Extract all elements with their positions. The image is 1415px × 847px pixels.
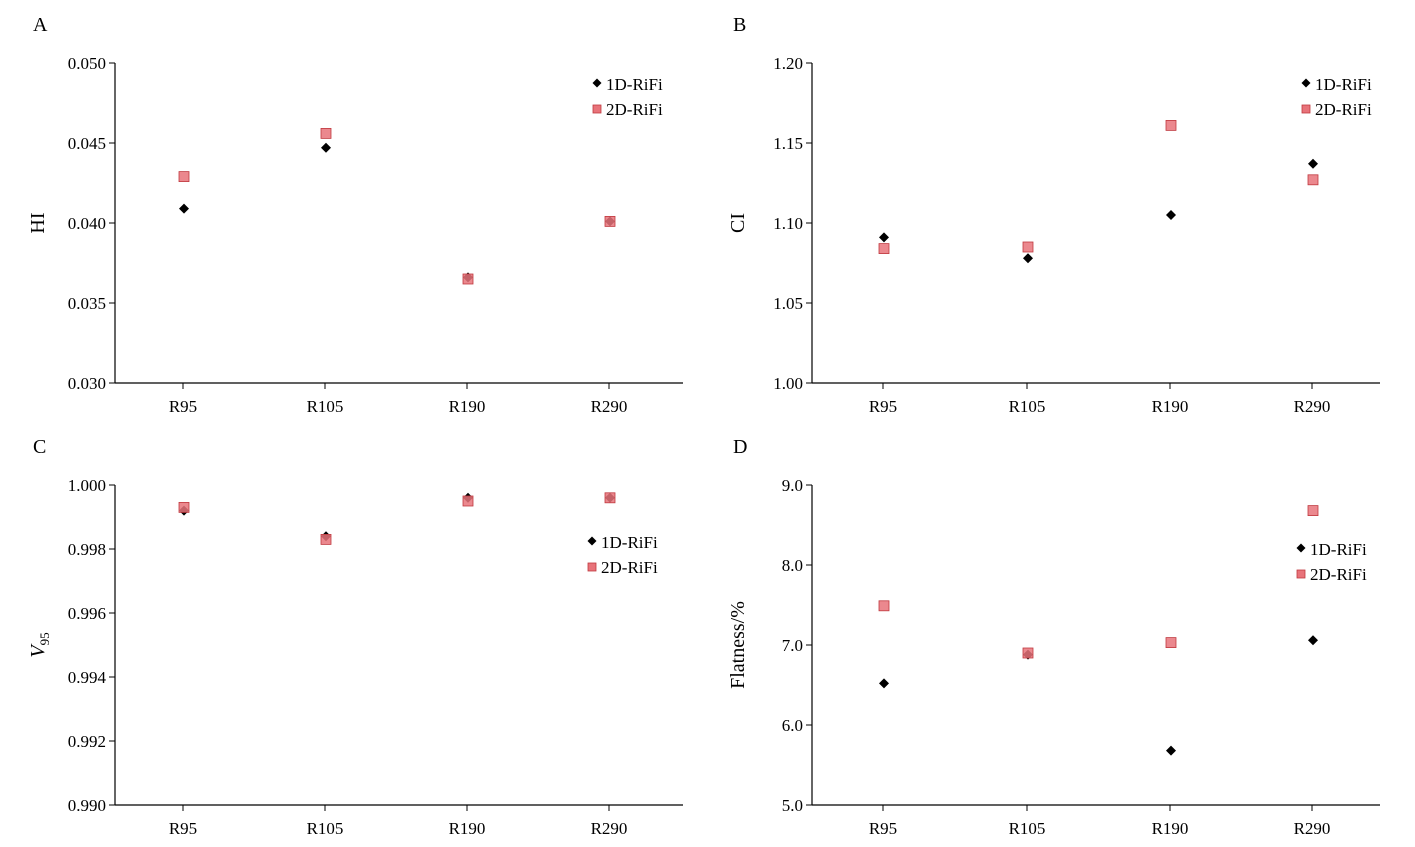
y-tick-label: 0.992 — [68, 732, 106, 751]
legend-label: 1D-RiFi — [601, 533, 658, 552]
legend-label: 2D-RiFi — [1310, 565, 1367, 584]
legend: 1D-RiFi 2D-RiFi — [1301, 75, 1372, 119]
y-tick-label: 1.00 — [773, 374, 803, 393]
panel-B: B 1.00 1.05 1.10 1.15 1.20 R95 R105 R190 R290 CI 1D… — [727, 14, 1380, 416]
y-tick-label: 9.0 — [782, 476, 803, 495]
marker-1D-RiFi-R105 — [1023, 253, 1033, 264]
panel-label: A — [33, 14, 48, 36]
x-tick-label: R95 — [169, 819, 197, 838]
y-tick-label: 0.045 — [68, 134, 106, 153]
marker-2D-RiFi-R190 — [1165, 120, 1177, 131]
x-tick-label: R105 — [307, 819, 344, 838]
marker-2D-RiFi-R190 — [1165, 637, 1177, 648]
marker-2D-RiFi-R190 — [462, 273, 474, 285]
legend: 1D-RiFi 2D-RiFi — [1296, 540, 1367, 584]
y-axis-label: Flatness/% — [727, 601, 749, 689]
marker-1D-RiFi-R95 — [879, 232, 889, 243]
legend-marker — [1301, 78, 1311, 88]
x-tick-label: R290 — [591, 397, 628, 416]
marker-2D-RiFi-R95 — [878, 243, 890, 255]
legend-marker — [1296, 543, 1306, 553]
legend-label: 2D-RiFi — [601, 558, 658, 577]
marker-2D-RiFi-R190 — [462, 495, 474, 507]
y-tick-label: 0.998 — [68, 540, 106, 559]
marker-1D-RiFi-R190 — [1166, 210, 1176, 220]
y-tick-label: 0.035 — [68, 294, 106, 313]
x-tick-label: R105 — [1009, 819, 1046, 838]
x-tick-label: R105 — [307, 397, 344, 416]
legend-marker — [587, 562, 597, 572]
panel-A: A 0.030 0.035 0.040 0.045 0.050 R95 R105 R190 R29… — [27, 14, 683, 416]
marker-1D-RiFi-R95 — [879, 678, 889, 689]
marker-1D-RiFi-R105 — [321, 142, 331, 153]
x-tick-label: R190 — [449, 819, 486, 838]
y-tick-label: 1.05 — [773, 294, 803, 313]
legend-marker — [592, 78, 602, 88]
y-tick-label: 1.000 — [68, 476, 106, 495]
legend-marker — [1301, 104, 1311, 114]
legend-label: 2D-RiFi — [606, 100, 663, 119]
x-tick-label: R290 — [591, 819, 628, 838]
marker-1D-RiFi-R190 — [1166, 745, 1176, 756]
panel-label: B — [733, 14, 746, 36]
x-tick-label: R105 — [1009, 397, 1046, 416]
y-tick-label: 1.10 — [773, 214, 803, 233]
x-tick-label: R290 — [1294, 819, 1331, 838]
marker-2D-RiFi-R105 — [1022, 647, 1034, 659]
y-axis-label: V95 — [27, 632, 52, 657]
marker-2D-RiFi-R95 — [178, 501, 190, 513]
legend-label: 1D-RiFi — [606, 75, 663, 94]
panel-C: C 0.990 0.992 0.994 0.996 0.998 1.000 R95 R105 R1… — [27, 436, 683, 838]
y-tick-label: 0.996 — [68, 604, 106, 623]
marker-2D-RiFi-R105 — [1022, 241, 1034, 253]
marker-2D-RiFi-R290 — [1307, 174, 1319, 186]
y-tick-label: 0.030 — [68, 374, 106, 393]
y-tick-label: 0.994 — [68, 668, 107, 687]
x-tick-label: R190 — [1152, 819, 1189, 838]
x-tick-label: R95 — [169, 397, 197, 416]
marker-1D-RiFi-R290 — [1308, 158, 1318, 169]
y-tick-label: 6.0 — [782, 716, 803, 735]
y-tick-label: 0.040 — [68, 214, 106, 233]
panel-label: C — [33, 436, 46, 458]
y-tick-label: 1.15 — [773, 134, 803, 153]
legend-marker — [587, 536, 597, 546]
y-axis-label: HI — [27, 212, 49, 233]
y-tick-label: 0.990 — [68, 796, 106, 815]
x-tick-label: R190 — [449, 397, 486, 416]
marker-1D-RiFi-R95 — [179, 203, 189, 214]
y-tick-label: 7.0 — [782, 636, 803, 655]
legend: 1D-RiFi 2D-RiFi — [587, 533, 658, 577]
y-tick-label: 5.0 — [782, 796, 803, 815]
legend-label: 2D-RiFi — [1315, 100, 1372, 119]
legend-marker — [1296, 569, 1306, 579]
marker-1D-RiFi-R290 — [1308, 635, 1318, 646]
x-tick-label: R190 — [1152, 397, 1189, 416]
marker-2D-RiFi-R290 — [604, 492, 616, 504]
marker-2D-RiFi-R290 — [604, 215, 616, 227]
y-tick-label: 1.20 — [773, 54, 803, 73]
marker-2D-RiFi-R105 — [320, 534, 332, 545]
x-tick-label: R95 — [869, 819, 897, 838]
legend-marker — [592, 104, 602, 114]
legend-label: 1D-RiFi — [1315, 75, 1372, 94]
x-tick-label: R290 — [1294, 397, 1331, 416]
marker-2D-RiFi-R95 — [878, 600, 890, 612]
panel-D: D 5.0 6.0 7.0 8.0 9.0 R95 R105 R190 R290 Flatness/… — [727, 436, 1380, 838]
legend: 1D-RiFi 2D-RiFi — [592, 75, 663, 119]
legend-label: 1D-RiFi — [1310, 540, 1367, 559]
marker-2D-RiFi-R290 — [1307, 505, 1319, 517]
panel-label: D — [733, 436, 747, 458]
y-axis-label: CI — [727, 213, 749, 233]
marker-2D-RiFi-R95 — [178, 171, 190, 183]
x-tick-label: R95 — [869, 397, 897, 416]
y-tick-label: 8.0 — [782, 556, 803, 575]
y-tick-label: 0.050 — [68, 54, 106, 73]
marker-2D-RiFi-R105 — [320, 127, 332, 139]
